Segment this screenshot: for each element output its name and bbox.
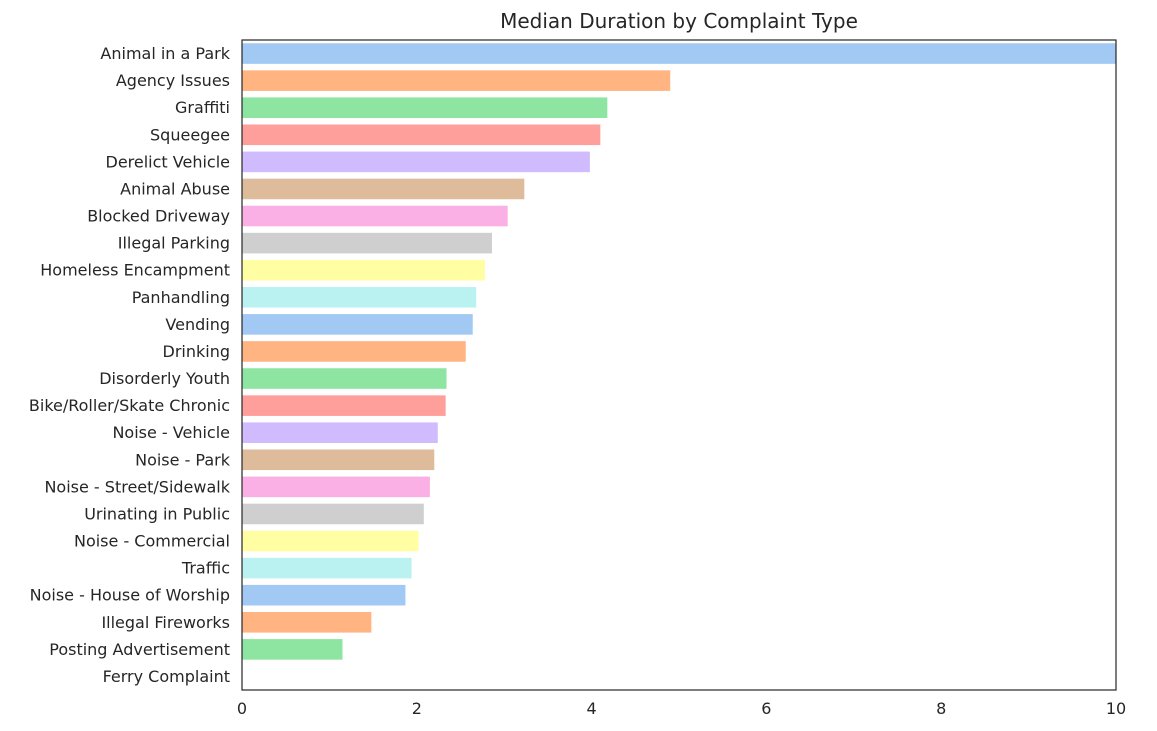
category-label: Derelict Vehicle [106, 152, 231, 171]
bar [242, 422, 438, 443]
category-label: Drinking [163, 342, 231, 361]
bars-group [242, 43, 1116, 660]
plot-frame [241, 39, 1117, 691]
chart-title: Median Duration by Complaint Type [500, 9, 858, 33]
x-tick-label: 10 [1106, 699, 1126, 718]
x-tick-label: 0 [237, 699, 247, 718]
category-labels: Animal in a Park Agency Issues Graffiti Squ… [29, 44, 231, 686]
category-label: Noise - Street/Sidewalk [44, 477, 230, 496]
bar [242, 259, 485, 281]
bar [242, 151, 590, 173]
category-label: Squeegee [150, 125, 230, 144]
category-label: Noise - Commercial [74, 532, 230, 551]
category-label: Blocked Driveway [87, 207, 230, 226]
bar [242, 395, 446, 416]
bar [242, 557, 412, 579]
category-label: Illegal Fireworks [101, 613, 230, 632]
bar [242, 368, 447, 389]
category-label: Posting Advertisement [49, 640, 230, 659]
category-label: Illegal Parking [118, 234, 230, 253]
bar [242, 232, 492, 254]
bar [242, 97, 608, 118]
bar [242, 612, 372, 633]
category-label: Bike/Roller/Skate Chronic [29, 396, 230, 415]
category-label: Disorderly Youth [99, 369, 230, 388]
category-label: Ferry Complaint [103, 667, 230, 686]
bar [242, 43, 1116, 64]
bar [242, 314, 473, 335]
category-label: Animal Abuse [120, 179, 230, 198]
x-tick-label: 6 [761, 699, 771, 718]
category-label: Vending [165, 315, 230, 334]
category-label: Graffiti [175, 98, 230, 117]
bar [242, 476, 430, 498]
category-label: Noise - Vehicle [112, 423, 230, 442]
category-label: Noise - Park [135, 450, 231, 469]
bar [242, 639, 343, 660]
bar [242, 70, 671, 91]
category-label: Noise - House of Worship [30, 586, 230, 605]
category-label: Panhandling [132, 288, 230, 307]
x-tick-label: 4 [587, 699, 597, 718]
category-label: Homeless Encampment [40, 261, 230, 280]
bar [242, 124, 601, 146]
bar [242, 503, 424, 525]
category-label: Traffic [181, 559, 230, 578]
bar [242, 205, 508, 227]
bar [242, 449, 435, 471]
bar [242, 584, 406, 606]
category-label: Agency Issues [116, 71, 230, 90]
x-tick-label: 2 [412, 699, 422, 718]
bar [242, 287, 477, 308]
category-label: Urinating in Public [84, 504, 230, 523]
category-label: Animal in a Park [100, 44, 230, 63]
bar [242, 341, 466, 362]
bar [242, 530, 419, 552]
x-tick-label: 8 [936, 699, 946, 718]
bar [242, 178, 525, 200]
x-axis-ticks: 0 2 4 6 8 10 [237, 699, 1126, 718]
